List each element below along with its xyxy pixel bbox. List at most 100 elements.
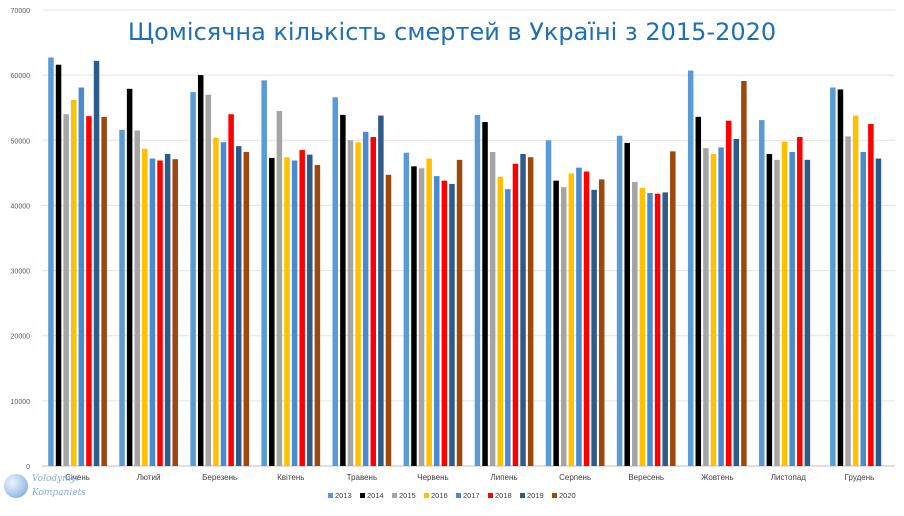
bar (868, 124, 874, 466)
y-tick-label: 40000 (11, 203, 31, 210)
legend-swatch (328, 493, 333, 498)
logo-line-1: Volodymyr (32, 474, 81, 484)
bar (654, 193, 661, 466)
bar (370, 137, 377, 466)
bar (583, 171, 590, 466)
bar (695, 116, 702, 466)
globe-icon (4, 474, 28, 498)
bar (703, 148, 709, 467)
bar (456, 159, 463, 467)
bar (759, 120, 765, 466)
bar (860, 152, 867, 467)
bar (284, 157, 290, 467)
bar (314, 165, 321, 467)
bar (78, 87, 85, 467)
bar (804, 159, 811, 467)
x-tick-label: Червень (417, 473, 448, 482)
bar (228, 114, 234, 466)
bar (63, 114, 69, 466)
bar (797, 137, 803, 466)
bar (269, 157, 275, 467)
bar (149, 158, 156, 467)
bar (126, 88, 133, 466)
bar (355, 142, 361, 467)
bar (489, 152, 496, 467)
bar (568, 173, 575, 466)
bar (418, 168, 425, 466)
bar (441, 180, 448, 466)
bar (93, 60, 100, 466)
bar (426, 158, 432, 467)
legend-label: 2019 (527, 491, 544, 500)
bar (875, 158, 882, 467)
bar (340, 114, 346, 466)
bar (598, 179, 605, 466)
bar (220, 142, 227, 467)
legend-label: 2020 (559, 491, 576, 500)
bar (378, 115, 384, 466)
bar (845, 136, 851, 466)
legend-label: 2018 (495, 491, 512, 500)
bar (48, 57, 54, 466)
x-tick-label: Жовтень (701, 473, 733, 482)
bar (639, 187, 646, 466)
bar (474, 114, 481, 466)
y-tick-label: 50000 (11, 138, 31, 145)
legend-label: 2013 (335, 491, 352, 500)
bar (243, 152, 250, 467)
bar (403, 152, 410, 467)
bar (497, 176, 503, 466)
y-tick-label: 10000 (11, 399, 31, 406)
bar (119, 129, 125, 466)
legend-label: 2016 (431, 491, 448, 500)
legend-swatch (520, 493, 525, 498)
bar (55, 64, 62, 466)
x-tick-label: Вересень (628, 473, 664, 482)
bar (527, 157, 534, 467)
bar (545, 140, 552, 467)
x-tick-label: Грудень (845, 473, 875, 482)
logo-line-2: Kompaniets (32, 488, 86, 498)
bar (725, 120, 732, 466)
bar (624, 142, 630, 467)
bar (157, 160, 163, 467)
legend-label: 2017 (463, 491, 480, 500)
chart-title: Щомісячна кількість смертей в Україні з … (127, 18, 777, 46)
bar (134, 130, 140, 466)
bar (190, 92, 196, 466)
bar (434, 176, 440, 466)
bar (662, 192, 668, 466)
bar (553, 180, 559, 466)
bar (482, 122, 488, 466)
bar (512, 163, 519, 467)
bar (276, 110, 283, 466)
x-tick-label: Листопад (771, 473, 807, 482)
bar (347, 140, 354, 467)
bar (362, 131, 369, 466)
bar (101, 116, 107, 466)
y-tick-label: 70000 (11, 8, 31, 15)
author-logo: Volodymyr Kompaniets (2, 470, 92, 506)
bar (142, 148, 148, 467)
bar (291, 160, 298, 467)
legend-swatch (552, 493, 557, 498)
bar (774, 159, 780, 467)
bar (449, 183, 455, 466)
legend-swatch (392, 493, 397, 498)
bar (670, 151, 676, 467)
bar (70, 99, 77, 466)
legend-swatch (456, 493, 461, 498)
bar (576, 167, 582, 466)
bar (837, 89, 844, 466)
x-tick-label: Квітень (277, 473, 304, 482)
y-tick-label: 20000 (11, 334, 31, 341)
bar (766, 153, 773, 467)
bar (520, 153, 526, 467)
bar (205, 94, 212, 466)
bar (781, 141, 788, 467)
bar (307, 154, 313, 467)
bar (197, 75, 204, 467)
x-tick-label: Липень (490, 473, 517, 482)
bar (616, 135, 623, 466)
